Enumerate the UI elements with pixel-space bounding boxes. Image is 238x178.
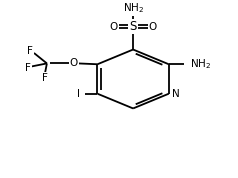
Text: NH$_2$: NH$_2$ <box>123 1 144 15</box>
Text: F: F <box>27 46 33 56</box>
Text: O: O <box>109 22 118 32</box>
Text: O: O <box>149 22 157 32</box>
Text: N: N <box>172 89 179 99</box>
Text: F: F <box>42 73 47 83</box>
Text: F: F <box>25 63 31 73</box>
Text: NH$_2$: NH$_2$ <box>190 57 211 71</box>
Text: I: I <box>77 89 80 99</box>
Text: S: S <box>129 20 137 33</box>
Text: O: O <box>70 58 78 68</box>
